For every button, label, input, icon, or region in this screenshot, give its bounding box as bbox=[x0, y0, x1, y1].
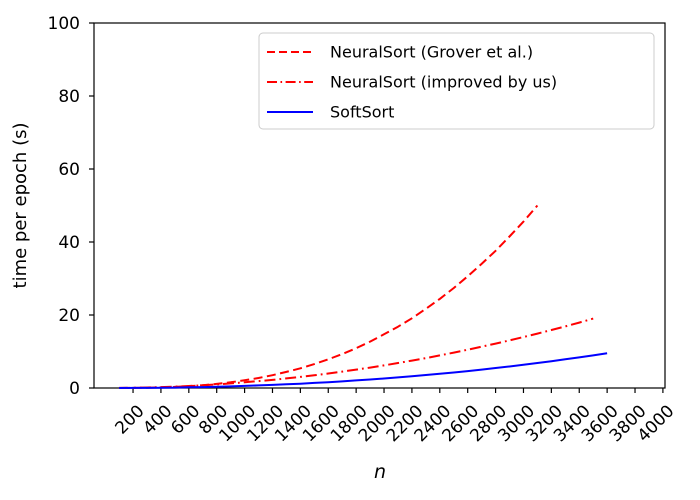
y-axis-label: time per epoch (s) bbox=[10, 123, 31, 289]
y-tick-label: 40 bbox=[58, 233, 80, 253]
y-tick-label: 100 bbox=[48, 14, 80, 34]
y-tick-label: 0 bbox=[69, 379, 80, 399]
legend-item-label: NeuralSort (Grover et al.) bbox=[330, 43, 533, 62]
y-tick-label: 20 bbox=[58, 306, 80, 326]
y-tick-label: 80 bbox=[58, 87, 80, 107]
series-line-dashed bbox=[119, 204, 539, 389]
legend-item-label: SoftSort bbox=[330, 103, 394, 122]
x-axis-label: n bbox=[374, 461, 386, 483]
series-line-dashdot bbox=[119, 317, 594, 389]
series-lines bbox=[119, 204, 608, 389]
y-tick-label: 60 bbox=[58, 160, 80, 180]
y-axis-ticks: 0 20 40 60 80 100 bbox=[48, 14, 94, 399]
series-line-solid bbox=[119, 352, 608, 389]
x-axis-ticks: 2004006008001000120014001600180020002200… bbox=[111, 388, 678, 446]
plot-frame bbox=[93, 22, 666, 389]
legend: NeuralSort (Grover et al.) NeuralSort (im… bbox=[258, 32, 655, 130]
legend-box bbox=[258, 32, 655, 130]
legend-item-label: NeuralSort (improved by us) bbox=[330, 73, 557, 92]
